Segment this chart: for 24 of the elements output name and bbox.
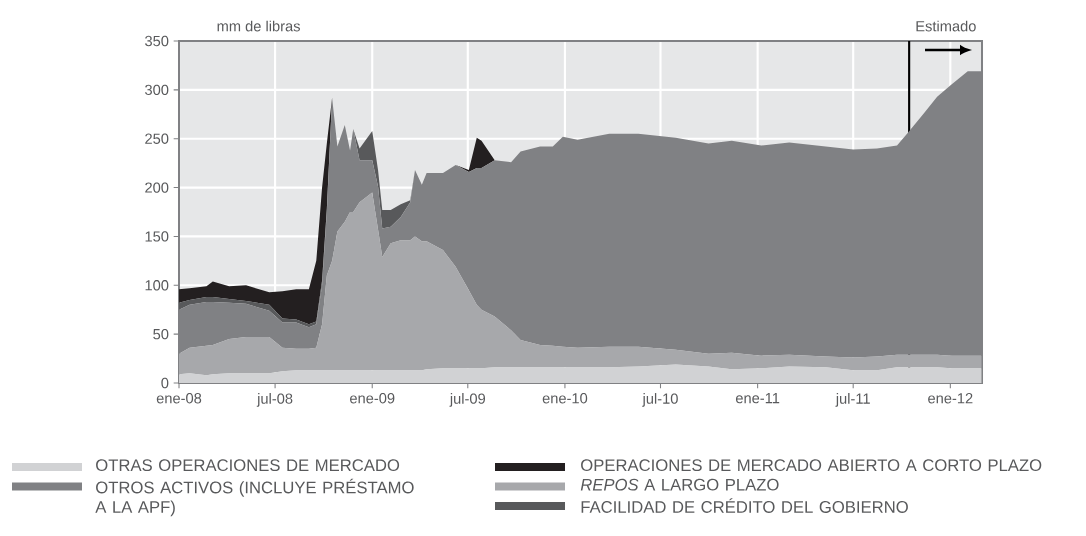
legend-label: OTROS ACTIVOS (INCLUYE PRÉSTAMO A LA APF) bbox=[95, 478, 414, 517]
x-tick-label: jul-08 bbox=[256, 393, 293, 407]
legend-label: OTRAS OPERACIONES DE MERCADO bbox=[96, 459, 400, 472]
x-tick-label: ene-10 bbox=[542, 393, 588, 404]
y-axis-title: mm de libras bbox=[217, 20, 300, 32]
x-tick-label: jul-09 bbox=[449, 393, 486, 407]
y-tick-label: 150 bbox=[145, 231, 169, 242]
x-tick-label: ene-09 bbox=[350, 393, 395, 404]
legend-label: FACILIDAD DE CRÉDITO DEL GOBIERNO bbox=[581, 498, 908, 513]
legend-label: OPERACIONES DE MERCADO ABIERTO A CORTO PLAZO bbox=[581, 459, 1042, 472]
x-tick-label: ene-11 bbox=[735, 393, 780, 404]
ref-line-label: Estimado bbox=[916, 20, 976, 32]
y-tick-label: 200 bbox=[145, 182, 169, 193]
legend-label: REPOS A LARGO PLAZO bbox=[580, 478, 779, 491]
x-tick-label: ene-08 bbox=[156, 393, 202, 404]
y-tick-label: 350 bbox=[145, 35, 169, 47]
x-tick-label: jul-11 bbox=[835, 393, 870, 407]
y-tick-label: 50 bbox=[153, 328, 169, 340]
y-tick-label: 250 bbox=[145, 133, 169, 144]
y-tick-label: 300 bbox=[145, 84, 169, 96]
y-tick-label: 0 bbox=[161, 377, 169, 389]
x-tick-label: jul-10 bbox=[642, 393, 678, 407]
x-tick-label: ene-12 bbox=[928, 393, 973, 404]
y-tick-label: 100 bbox=[145, 280, 169, 291]
